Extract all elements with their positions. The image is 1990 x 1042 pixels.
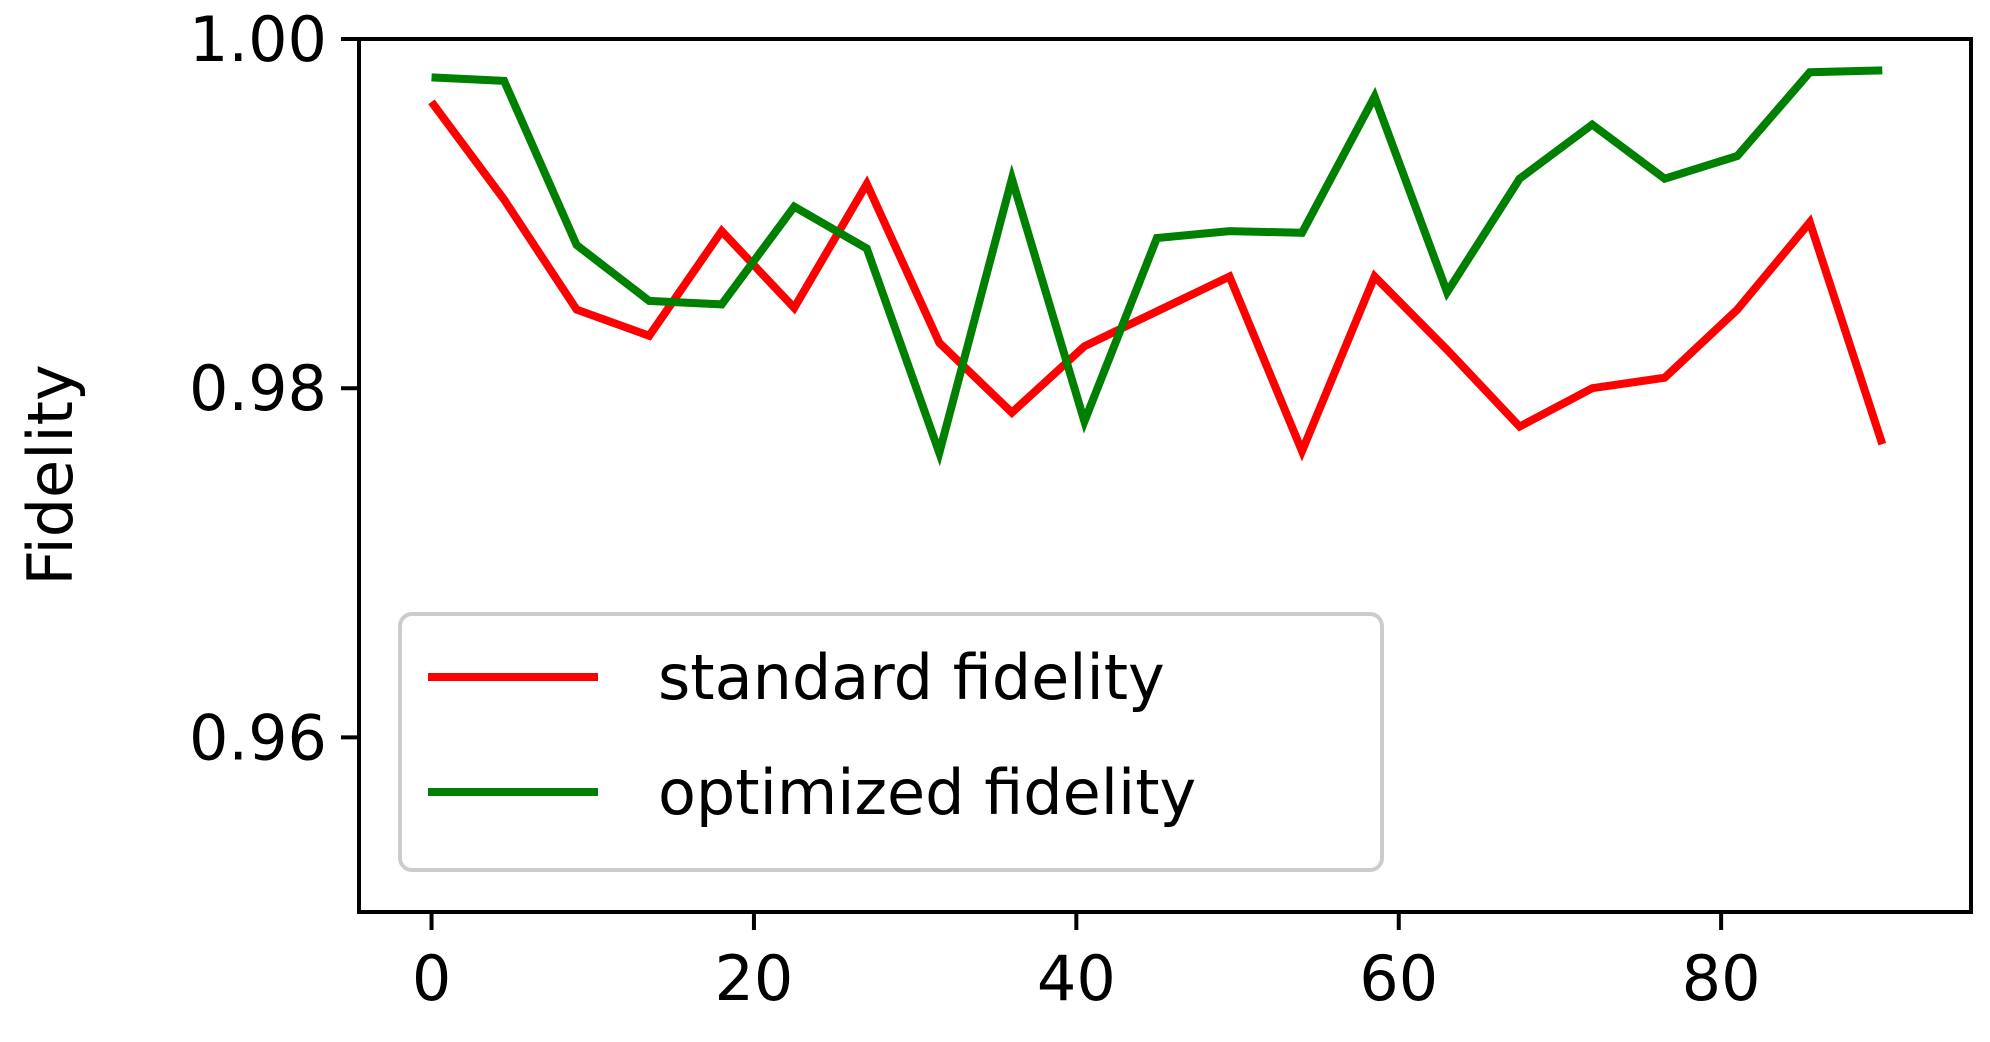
x-tick-label: 80	[1682, 942, 1761, 1015]
legend: standard fidelity optimized fidelity	[398, 612, 1384, 872]
legend-box	[398, 612, 1384, 872]
x-tick-label: 20	[714, 942, 793, 1015]
y-tick-label: 0.96	[189, 701, 327, 774]
x-tick-label: 0	[412, 942, 451, 1015]
series-layer	[428, 66, 1887, 467]
legend-label: standard fidelity	[658, 641, 1165, 714]
y-tick-label: 0.98	[189, 352, 327, 425]
plot-frame	[357, 37, 1973, 914]
x-tick-label: 60	[1359, 942, 1438, 1015]
series-line-optimized-fidelity	[431, 66, 1883, 467]
legend-label: optimized fidelity	[658, 756, 1196, 829]
y-tick-label: 1.00	[189, 3, 327, 76]
x-tick-label: 40	[1037, 942, 1116, 1015]
ticks-layer: 0 20 40 60 80 0.96 0.98 1.00	[189, 3, 1761, 1015]
y-axis-label: Fidelity	[14, 364, 87, 585]
